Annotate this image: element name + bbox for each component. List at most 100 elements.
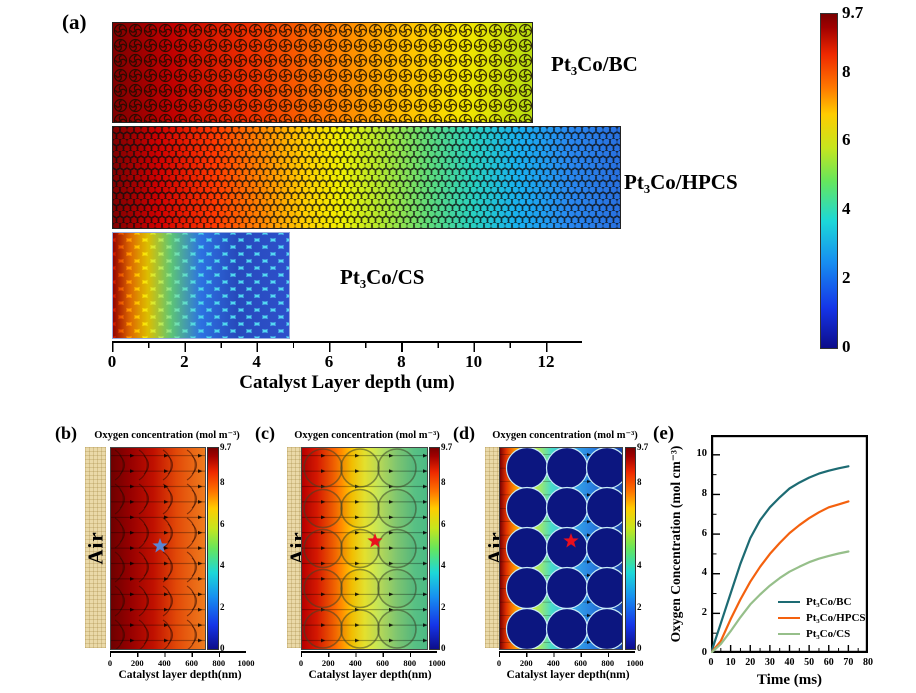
tick-label: 20 [745, 657, 756, 668]
panel-c-heatmap [301, 447, 428, 650]
colorbar-tick-label: 8 [637, 477, 642, 488]
colorbar-tick-label: 8 [441, 477, 446, 488]
tick-label: 400 [349, 658, 362, 668]
colorbar-tick-label: 0 [842, 337, 851, 356]
tick-label: 1000 [626, 658, 644, 668]
colorbar-tick-label: 4 [637, 560, 642, 571]
colorbar-tick-label: 4 [220, 560, 225, 571]
tick-label: 0 [107, 352, 117, 371]
tick-label: 600 [376, 658, 389, 668]
tick-label: 1000 [237, 658, 255, 668]
strip-cs-heatmap [113, 233, 289, 338]
legend-line-hpcs [778, 616, 800, 620]
tick-label: 800 [601, 658, 615, 668]
tick-label: 10 [465, 352, 483, 371]
tick-label: 8 [701, 487, 707, 499]
tick-label: 30 [764, 657, 775, 668]
tick-label: 70 [843, 657, 854, 668]
panel-a-depth-axis [112, 341, 582, 353]
tick-label: 0 [701, 646, 707, 658]
panel-d-colorbar-labels: 9.7 8 6 4 2 0 [637, 442, 657, 653]
tick-label: 4 [701, 567, 707, 579]
panel-c-axis-tick-labels: 0 200 400 600 800 1000 [299, 658, 446, 678]
legend-line-cs [778, 632, 800, 636]
panel-b-title: Oxygen concentration (mol m⁻³) [94, 430, 240, 441]
strip-hpcs-name: Pt₃Co/HPCS [624, 170, 738, 194]
tick-label: 600 [574, 658, 587, 668]
panel-c-map-art [302, 448, 427, 649]
tick-label: 200 [321, 658, 335, 668]
panel-c-colorbar-labels: 9.7 8 6 4 2 0 [441, 442, 461, 653]
panel-b-label: (b) [55, 423, 77, 443]
tick-label: 0 [107, 658, 113, 668]
legend-label-bc: Pt₃Co/BC [806, 596, 852, 608]
panel-b-star-marker [152, 538, 168, 553]
strip-pt3co-bc [112, 22, 533, 123]
panel-d: (d) Oxygen concentration (mol m⁻³) Air [453, 420, 653, 693]
colorbar-tick-label: 0 [441, 643, 446, 653]
legend-line-bc [778, 600, 800, 604]
panel-e: (e) Oxygen Concentration (mol cm⁻³) 0 2 4 6… [650, 420, 916, 693]
panel-c-star-marker [367, 533, 383, 548]
tick-label: 6 [324, 352, 334, 371]
tick-label: 6 [701, 527, 707, 539]
colorbar-tick-label: 4 [842, 199, 851, 219]
strip-pt3co-hpcs [112, 126, 621, 229]
main-colorbar [820, 13, 838, 349]
tick-label: 60 [823, 657, 834, 668]
main-colorbar-labels: 9.7 8 6 4 2 0 [842, 3, 876, 356]
tick-label: 10 [725, 657, 736, 668]
tick-label: 200 [130, 658, 144, 668]
panel-c-axis-title: Catalyst layer depth(nm) [308, 669, 432, 681]
strip-bc-name: Pt₃Co/BC [551, 52, 638, 76]
panel-c-title: Oxygen concentration (mol m⁻³) [294, 430, 440, 441]
panel-d-heatmap [499, 446, 629, 651]
tick-label: 800 [403, 658, 417, 668]
strip-bc-heatmap [113, 23, 532, 122]
panel-d-star-marker [563, 533, 579, 548]
legend-item-bc: Pt₃Co/BC [778, 594, 866, 610]
panel-a-label: (a) [62, 10, 87, 34]
colorbar-tick-label: 6 [842, 130, 851, 150]
colorbar-tick-label: 9.7 [220, 442, 232, 452]
tick-label: 80 [863, 657, 873, 668]
panel-b-air-label: Air [83, 530, 107, 565]
colorbar-tick-label: 8 [842, 61, 851, 81]
panel-b-axis-title: Catalyst layer depth(nm) [118, 669, 242, 681]
tick-label: 2 [701, 606, 707, 618]
colorbar-tick-label: 2 [637, 601, 642, 612]
panel-b-colorbar [207, 447, 219, 650]
legend-label-hpcs: Pt₃Co/HPCS [806, 612, 866, 624]
panel-d-label: (d) [453, 423, 475, 443]
tick-label: 10 [696, 448, 708, 460]
panel-c-label: (c) [255, 423, 275, 443]
panel-d-axis-tick-labels: 0 200 400 600 800 1000 [497, 658, 644, 678]
tick-label: 800 [212, 658, 226, 668]
colorbar-tick-label: 2 [441, 601, 446, 612]
tick-label: 2 [180, 352, 189, 371]
panel-b-colorbar-labels: 9.7 8 6 4 2 0 [220, 442, 240, 653]
panel-d-title: Oxygen concentration (mol m⁻³) [492, 430, 638, 441]
panel-c: (c) Oxygen concentration (mol m⁻³) Air [255, 420, 455, 693]
panel-d-map-art [500, 446, 629, 651]
colorbar-tick-label: 9.7 [842, 3, 864, 22]
tick-label: 400 [547, 658, 560, 668]
panel-e-xlabel: Time (ms) [756, 672, 823, 688]
tick-label: 0 [708, 657, 714, 668]
tick-label: 1000 [428, 658, 446, 668]
colorbar-tick-label: 8 [220, 477, 225, 488]
strip-hpcs-heatmap [113, 127, 620, 228]
colorbar-tick-label: 6 [637, 518, 642, 529]
panel-e-label: (e) [653, 423, 675, 444]
panel-c-colorbar [429, 447, 440, 650]
panel-a-axis-tick-labels: 0 2 4 6 8 10 12 [108, 352, 555, 372]
strip-cs-name: Pt₃Co/CS [340, 265, 425, 289]
panel-b-air-strip: Air [83, 447, 107, 648]
panel-b: (b) Oxygen concentration (mol m⁻³) Air [55, 420, 255, 693]
tick-label: 400 [158, 658, 171, 668]
colorbar-tick-label: 0 [637, 643, 642, 653]
strip-pt3co-cs [112, 232, 290, 339]
panel-e-legend: Pt₃Co/BC Pt₃Co/HPCS Pt₃Co/CS [778, 594, 866, 642]
colorbar-tick-label: 4 [441, 560, 446, 571]
